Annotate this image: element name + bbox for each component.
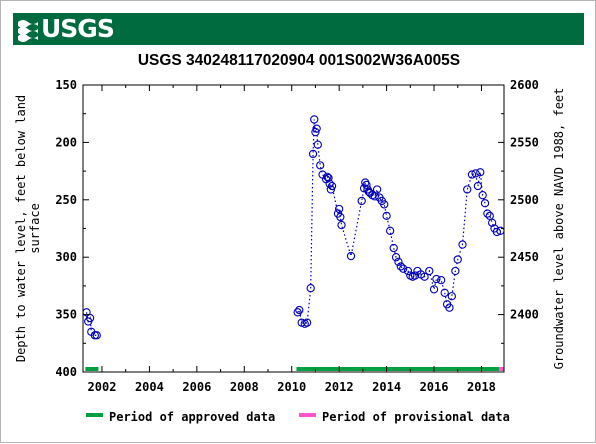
- data-point: [346, 251, 356, 261]
- data-point: [325, 179, 334, 188]
- data-point: [487, 218, 497, 227]
- data-point: [306, 284, 315, 293]
- approved-period-bar: [85, 367, 99, 371]
- data-point: [357, 196, 366, 206]
- plot-area-border: [82, 84, 505, 373]
- data-point: [372, 185, 382, 194]
- legend-label-provisional: Period of provisional data: [322, 410, 510, 424]
- data-point: [389, 243, 398, 253]
- y-right-axis-label-group: Groundwater level above NAVD 1988, feet: [552, 88, 566, 370]
- data-point: [312, 124, 321, 133]
- y-left-axis-label: Depth to water level, feet below land sur…: [14, 95, 42, 362]
- data-point: [467, 170, 477, 179]
- data-point: [293, 308, 302, 317]
- y-left-tick-label: 400: [55, 365, 77, 379]
- data-point: [335, 204, 344, 214]
- y-right-tick-label: 2600: [510, 78, 539, 92]
- data-point: [476, 168, 485, 177]
- data-point: [391, 253, 401, 262]
- chart-title: USGS 340248117020904 001S002W36A005S: [137, 52, 461, 69]
- y-left-tick-label: 150: [55, 78, 77, 92]
- y-right-tick-label: 2450: [510, 250, 539, 264]
- y-right-tick-label: 2400: [510, 308, 539, 322]
- x-tick-label: 2006: [182, 380, 211, 394]
- data-point: [403, 266, 413, 276]
- data-point: [313, 140, 322, 149]
- data-point: [445, 303, 454, 312]
- x-tick-label: 2002: [88, 380, 117, 394]
- data-point: [473, 181, 483, 191]
- approved-period-bar: [296, 367, 500, 371]
- data-point: [295, 305, 304, 315]
- data-point: [85, 313, 95, 323]
- y-right-tick-label: 2500: [510, 193, 539, 207]
- data-point: [447, 292, 456, 301]
- x-tick-label: 2008: [230, 380, 259, 394]
- data-point: [425, 266, 434, 276]
- data-point: [326, 185, 336, 194]
- data-point: [380, 200, 389, 209]
- data-point: [336, 212, 345, 222]
- data-point: [440, 288, 449, 297]
- y-left-tick-label: 250: [55, 193, 77, 207]
- data-point: [436, 276, 446, 285]
- data-point: [324, 173, 333, 183]
- data-point: [480, 199, 490, 208]
- y-left-tick-label: 300: [55, 250, 77, 264]
- y-left-axis-label-line-1: Depth to water level, feet below land: [14, 95, 28, 362]
- y-left-tick-label: 200: [55, 135, 77, 149]
- data-point: [337, 220, 346, 230]
- data-point: [483, 209, 492, 218]
- data-point: [302, 318, 312, 327]
- x-tick-label: 2016: [420, 380, 449, 394]
- data-point: [492, 227, 502, 237]
- data-point: [308, 149, 318, 159]
- data-point: [463, 185, 472, 194]
- data-point: [432, 274, 441, 284]
- legend-label-approved: Period of approved data: [109, 410, 275, 424]
- x-tick-label: 2004: [135, 380, 164, 394]
- data-point: [327, 181, 337, 191]
- provisional-period-bar: [499, 367, 504, 371]
- data-point: [420, 272, 429, 281]
- series-line-2: [297, 119, 501, 325]
- y-left-tick-label: 350: [55, 308, 77, 322]
- data-point: [451, 266, 460, 276]
- data-point: [396, 262, 405, 271]
- data-point: [429, 285, 439, 294]
- data-point: [311, 127, 320, 137]
- data-point: [310, 115, 319, 124]
- data-point: [453, 255, 462, 264]
- data-point: [471, 169, 480, 178]
- legend-swatch-approved: [86, 413, 103, 417]
- data-point: [410, 271, 420, 280]
- usgs-logo[interactable]: USGS: [17, 14, 115, 43]
- y-left-axis-label-line-2: surface: [28, 203, 42, 254]
- usgs-logo-text: USGS: [41, 14, 115, 43]
- data-point: [386, 226, 395, 235]
- series-line-1: [85, 312, 97, 336]
- data-point: [399, 264, 408, 273]
- data-point: [458, 240, 467, 249]
- x-tick-label: 2014: [372, 380, 401, 394]
- usgs-wave-icon: [17, 16, 39, 42]
- x-tick-label: 2012: [325, 380, 354, 394]
- data-point: [478, 191, 487, 200]
- data-point: [92, 331, 101, 340]
- usgs-banner: USGS: [13, 13, 584, 45]
- y-right-tick-label: 2550: [510, 135, 539, 149]
- x-tick-label: 2010: [277, 380, 306, 394]
- x-tick-label: 2018: [467, 380, 496, 394]
- data-point: [394, 257, 403, 266]
- data-point: [382, 211, 391, 221]
- legend-swatch-provisional: [299, 413, 316, 417]
- data-point: [316, 161, 325, 170]
- y-right-axis-label: Groundwater level above NAVD 1988, feet: [552, 88, 566, 370]
